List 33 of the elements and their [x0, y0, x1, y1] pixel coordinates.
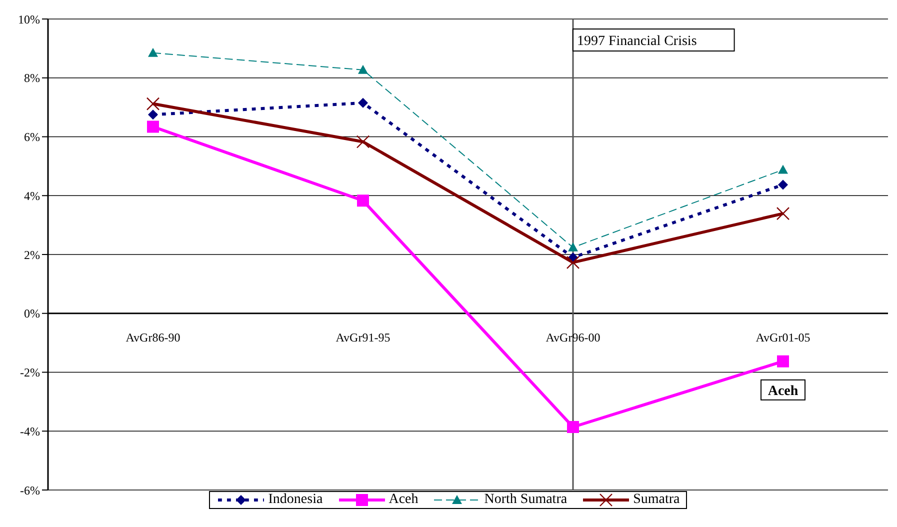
y-tick-label: 8%: [24, 71, 40, 86]
y-tick-label: 6%: [24, 130, 40, 144]
point: [567, 421, 579, 434]
legend-label: Sumatra: [633, 492, 680, 508]
point: [778, 180, 788, 190]
x-tick-label: AvGr91-95: [336, 330, 390, 344]
point: [148, 48, 158, 57]
y-tick-label: 2%: [24, 248, 40, 262]
point: [358, 98, 368, 108]
point: [148, 110, 158, 120]
point: [146, 97, 160, 110]
point: [358, 64, 368, 74]
point: [778, 164, 788, 174]
legend-label: Aceh: [388, 492, 418, 508]
point: [776, 206, 790, 220]
y-tick-label: -2%: [20, 366, 40, 380]
annotation: Aceh: [768, 384, 798, 399]
point: [566, 256, 580, 270]
y-tick-label: 0%: [24, 306, 40, 321]
point: [356, 135, 370, 148]
x-tick-label: AvGr01-05: [756, 330, 810, 344]
y-tick-label: 10%: [18, 12, 40, 26]
point: [147, 120, 159, 133]
y-tick-label: 4%: [24, 188, 40, 203]
point: [777, 355, 789, 368]
y-tick-label: -6%: [20, 483, 40, 498]
legend-label: Indonesia: [268, 492, 323, 508]
y-tick-label: -4%: [20, 424, 40, 438]
point: [568, 242, 578, 252]
x-tick-label: AvGr86-90: [126, 330, 180, 344]
point: [357, 194, 369, 207]
legend-label: North Sumatra: [484, 492, 568, 508]
ref-line-label: 1997 Financial Crisis: [577, 34, 697, 49]
